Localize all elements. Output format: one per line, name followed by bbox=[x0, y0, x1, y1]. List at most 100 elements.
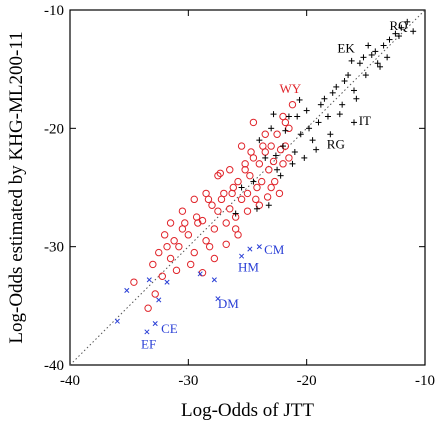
data-point-x bbox=[152, 321, 158, 327]
data-point-plus bbox=[353, 95, 360, 102]
data-point-plus bbox=[404, 18, 411, 25]
data-point-plus bbox=[351, 119, 357, 126]
data-point-x bbox=[256, 244, 262, 250]
data-point-circle bbox=[192, 213, 201, 221]
data-point-circle bbox=[172, 266, 181, 275]
y-tick-label: -20 bbox=[44, 121, 64, 137]
data-point-plus bbox=[262, 154, 269, 161]
annotations-group: RQ EK WY IT RG CM HM DM CE EF bbox=[141, 18, 408, 351]
data-point-circle bbox=[175, 242, 183, 251]
data-point-plus bbox=[306, 125, 313, 132]
data-point-plus bbox=[280, 143, 286, 150]
data-point-plus bbox=[339, 101, 346, 108]
x-tick-label: -10 bbox=[415, 373, 435, 389]
data-point-plus bbox=[410, 28, 417, 35]
data-point-circle bbox=[155, 248, 163, 257]
point-annotation: IT bbox=[359, 113, 371, 128]
data-point-plus bbox=[250, 178, 257, 185]
y-tick-label: -30 bbox=[44, 240, 64, 256]
data-point-plus bbox=[321, 95, 328, 102]
data-point-plus bbox=[285, 113, 292, 120]
data-point-plus bbox=[329, 89, 336, 96]
data-point-circle bbox=[265, 166, 273, 174]
point-annotation: RQ bbox=[390, 18, 409, 33]
data-point-circle bbox=[259, 142, 267, 150]
x-axis-title: Log-Odds of JTT bbox=[181, 400, 314, 421]
data-point-plus bbox=[362, 72, 369, 79]
data-point-plus bbox=[274, 166, 281, 173]
data-point-circle bbox=[288, 100, 297, 109]
data-point-plus bbox=[341, 78, 348, 84]
data-point-circle bbox=[229, 183, 238, 192]
data-point-plus bbox=[253, 205, 260, 212]
data-point-circle bbox=[170, 237, 178, 245]
data-point-circle bbox=[226, 205, 234, 213]
data-point-plus bbox=[351, 87, 357, 94]
data-point-plus bbox=[317, 101, 324, 108]
data-point-circle bbox=[243, 189, 252, 198]
data-point-circle bbox=[204, 195, 213, 204]
data-point-circle bbox=[226, 166, 234, 174]
data-point-circle bbox=[160, 231, 169, 239]
y-tick-label: -40 bbox=[44, 358, 64, 374]
data-point-plus bbox=[232, 210, 239, 217]
data-point-plus bbox=[360, 54, 367, 61]
data-point-plus bbox=[372, 48, 379, 55]
data-point-circle bbox=[275, 189, 284, 198]
data-point-circle bbox=[202, 237, 210, 245]
data-point-plus bbox=[238, 184, 245, 191]
point-annotation: CE bbox=[161, 321, 178, 336]
point-annotation: DM bbox=[218, 296, 239, 311]
data-point-circle bbox=[210, 254, 219, 263]
data-point-plus bbox=[336, 111, 343, 118]
data-point-circle bbox=[166, 219, 175, 227]
data-point-plus bbox=[294, 113, 301, 120]
data-point-plus bbox=[272, 152, 279, 159]
data-point-circle bbox=[149, 260, 157, 269]
data-point-circle bbox=[285, 154, 293, 162]
data-point-circle bbox=[258, 177, 266, 186]
data-point-plus bbox=[345, 72, 352, 79]
data-point-x bbox=[124, 287, 130, 294]
data-point-plus bbox=[333, 83, 340, 90]
point-annotation: WY bbox=[279, 81, 301, 96]
data-point-plus bbox=[392, 30, 399, 37]
data-point-circle bbox=[214, 171, 222, 180]
data-point-plus bbox=[270, 111, 277, 118]
data-point-circle bbox=[228, 189, 236, 198]
data-point-plus bbox=[291, 149, 298, 155]
data-point-plus bbox=[374, 60, 381, 67]
data-point-circle bbox=[190, 248, 198, 257]
data-point-circle bbox=[163, 242, 171, 251]
points-group bbox=[114, 18, 417, 335]
point-annotation: EK bbox=[337, 41, 355, 56]
data-point-circle bbox=[166, 254, 175, 263]
data-point-circle bbox=[237, 195, 246, 204]
data-point-plus bbox=[296, 96, 303, 103]
data-point-circle bbox=[269, 157, 278, 166]
data-point-circle bbox=[205, 242, 214, 251]
x-tick-label: -30 bbox=[178, 373, 198, 389]
y-tick-label: -10 bbox=[44, 3, 64, 19]
data-point-circle bbox=[190, 195, 198, 204]
data-point-plus bbox=[324, 113, 331, 120]
data-point-plus bbox=[365, 42, 372, 49]
data-point-x bbox=[146, 277, 152, 283]
data-point-plus bbox=[368, 51, 375, 58]
data-point-circle bbox=[279, 112, 287, 121]
reference-diagonal-line bbox=[69, 9, 426, 366]
data-point-circle bbox=[198, 216, 207, 225]
data-point-circle bbox=[252, 195, 260, 204]
data-point-circle bbox=[255, 160, 264, 168]
data-point-plus bbox=[356, 60, 363, 67]
data-point-circle bbox=[263, 193, 272, 201]
data-point-plus bbox=[377, 63, 384, 70]
data-point-plus bbox=[315, 119, 322, 126]
data-point-plus bbox=[309, 137, 316, 144]
data-point-circle bbox=[253, 183, 261, 192]
data-point-plus bbox=[348, 57, 355, 64]
data-point-circle bbox=[273, 130, 281, 138]
data-point-x bbox=[239, 253, 245, 259]
data-point-circle bbox=[246, 171, 254, 180]
